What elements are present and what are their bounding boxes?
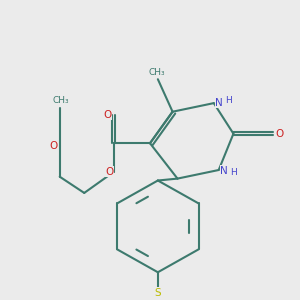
Text: H: H bbox=[230, 168, 237, 177]
Text: O: O bbox=[275, 129, 283, 139]
Text: O: O bbox=[103, 110, 111, 120]
Text: H: H bbox=[225, 96, 232, 105]
Text: O: O bbox=[105, 167, 114, 177]
Text: CH₃: CH₃ bbox=[53, 96, 70, 105]
Text: N: N bbox=[220, 166, 228, 176]
Text: CH₃: CH₃ bbox=[148, 68, 165, 77]
Text: O: O bbox=[49, 140, 57, 151]
Text: N: N bbox=[215, 98, 223, 107]
Text: S: S bbox=[154, 288, 161, 298]
